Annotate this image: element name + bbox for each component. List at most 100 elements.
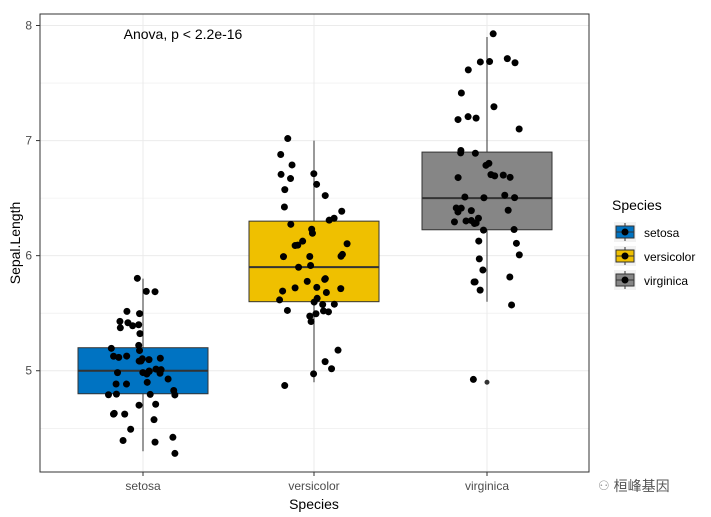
jitter-point [281,186,289,194]
jitter-point [511,59,519,67]
jitter-point [474,214,482,222]
jitter-point [321,275,329,283]
jitter-point [313,283,321,291]
jitter-point [288,161,296,169]
jitter-point [146,390,154,398]
jitter-point [510,226,518,234]
legend-point [621,228,629,236]
y-tick-label: 7 [25,134,32,148]
jitter-point [133,274,141,282]
jitter-point [452,204,460,212]
jitter-point [119,437,127,445]
jitter-point [334,346,342,354]
jitter-point [462,217,470,225]
legend-title: Species [612,197,662,213]
jitter-point [171,449,179,457]
jitter-point [287,220,295,228]
jitter-point [479,226,487,234]
jitter-point [291,284,299,292]
jitter-point [122,380,130,388]
jitter-point [123,307,131,315]
jitter-point [116,317,124,325]
jitter-point [503,55,511,63]
legend-point [621,276,629,284]
jitter-point [485,159,493,167]
jitter-point [450,218,458,226]
jitter-point [310,370,318,378]
jitter-point [151,438,159,446]
jitter-point [471,149,479,157]
jitter-point [457,149,465,157]
outlier-point [484,379,490,385]
jitter-point [338,207,346,215]
jitter-point [279,253,287,261]
jitter-point [308,225,316,233]
jitter-point [135,401,143,409]
jitter-point [110,409,118,417]
jitter-point [457,89,465,97]
jitter-point [306,312,314,320]
y-tick-label: 8 [25,19,32,33]
jitter-point [479,266,487,274]
jitter-point [512,239,520,247]
jitter-point [112,380,120,388]
jitter-point [307,317,315,325]
jitter-point [112,390,120,398]
jitter-point [307,262,315,270]
jitter-point [116,324,124,332]
x-tick-label: setosa [125,479,161,493]
x-tick-label: virginica [465,479,509,493]
jitter-point [472,114,480,122]
jitter-point [136,330,144,338]
jitter-point [151,288,159,296]
jitter-point [504,206,512,214]
jitter-point [310,298,318,306]
jitter-point [515,125,523,133]
jitter-point [501,191,509,199]
jitter-point [489,30,497,38]
jitter-point [299,237,307,245]
jitter-point [476,58,484,66]
anova-annotation: Anova, p < 2.2e-16 [124,26,243,42]
jitter-point [295,263,303,271]
jitter-point [457,204,465,212]
jitter-point [123,352,131,360]
jitter-point [107,344,115,352]
jitter-point [319,307,327,315]
jitter-point [280,203,288,211]
jitter-point [464,66,472,74]
jitter-point [171,391,179,399]
jitter-point [143,378,151,386]
jitter-point [306,253,314,261]
legend: Species setosa versicolor virginica [612,197,695,290]
y-axis-title: Sepal.Length [7,202,23,285]
jitter-point [135,321,143,329]
jitter-point [467,217,475,225]
jitter-point [328,365,336,373]
jitter-point [303,277,311,285]
jitter-point [110,352,118,360]
jitter-point [313,180,321,188]
jitter-point [337,252,345,260]
jitter-point [475,237,483,245]
jitter-point [506,273,514,281]
jitter-point [476,286,484,294]
jitter-point [127,425,135,433]
jitter-point [469,375,477,383]
jitter-point [515,251,523,259]
jitter-point [145,367,153,375]
jitter-point [279,287,287,295]
jitter-point [471,278,479,286]
legend-label: virginica [644,274,688,288]
jitter-point [150,416,158,424]
jitter-point [281,382,289,390]
jitter-point [454,116,462,124]
jitter-point [169,433,177,441]
jitter-point [506,173,514,181]
jitter-point [499,171,507,179]
jitter-point [343,240,351,248]
watermark: ⚇ 桓峰基因 [598,476,670,496]
jitter-point [486,58,494,66]
x-axis-title: Species [289,496,339,512]
